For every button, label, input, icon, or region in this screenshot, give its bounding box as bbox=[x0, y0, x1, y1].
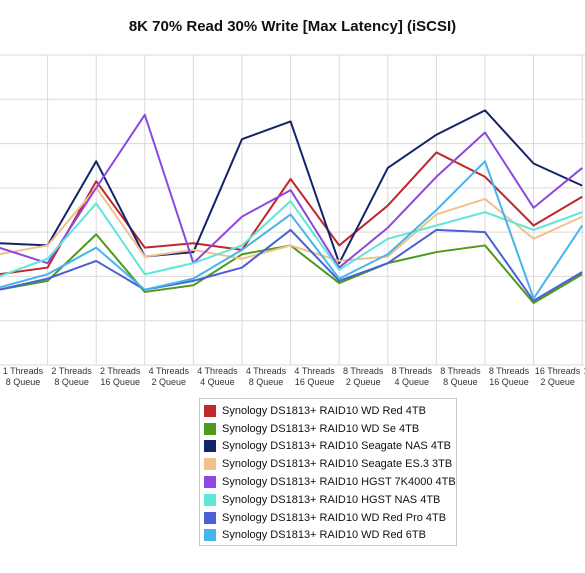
x-tick-label: 8 Queue bbox=[249, 377, 284, 387]
legend-label: Synology DS1813+ RAID10 WD Red Pro 4TB bbox=[222, 511, 447, 524]
x-tick-label: 4 Threads bbox=[149, 366, 190, 376]
x-tick-label: 16 Queue bbox=[100, 377, 140, 387]
series-lines bbox=[0, 109, 584, 304]
x-tick-label: 8 Threads bbox=[489, 366, 530, 376]
x-tick-label: 2 Threads bbox=[100, 366, 141, 376]
legend-swatch bbox=[204, 440, 216, 453]
x-tick-label: 2 Queue bbox=[540, 377, 575, 387]
series-line-5 bbox=[0, 200, 583, 278]
legend-swatch bbox=[204, 422, 216, 435]
legend-label: Synology DS1813+ RAID10 WD Se 4TB bbox=[222, 422, 420, 435]
legend-label: Synology DS1813+ RAID10 WD Red 4TB bbox=[222, 404, 426, 417]
x-tick-label: 8 Queue bbox=[443, 377, 478, 387]
x-tick-label: 2 Queue bbox=[152, 377, 187, 387]
legend-label: Synology DS1813+ RAID10 WD Red 6TB bbox=[222, 529, 426, 542]
legend-swatch bbox=[204, 476, 216, 489]
x-tick-label: 16 Queue bbox=[295, 377, 335, 387]
legend-label: Synology DS1813+ RAID10 HGST NAS 4TB bbox=[222, 493, 441, 506]
series-line-0 bbox=[0, 151, 583, 276]
series-line-4 bbox=[0, 113, 583, 269]
series-line-7 bbox=[0, 160, 584, 300]
legend: Synology DS1813+ RAID10 WD Red 4TB Synolo… bbox=[199, 398, 457, 546]
x-tick-label: 16 Queue bbox=[489, 377, 529, 387]
legend-swatch bbox=[204, 404, 216, 417]
legend-item: Synology DS1813+ RAID10 Seagate ES.3 3TB bbox=[204, 455, 456, 473]
x-tick-label: 4 Threads bbox=[246, 366, 287, 376]
legend-label: Synology DS1813+ RAID10 Seagate ES.3 3TB bbox=[222, 458, 453, 471]
legend-label: Synology DS1813+ RAID10 Seagate NAS 4TB bbox=[222, 440, 451, 453]
x-tick-label: 16 Threads bbox=[535, 366, 581, 376]
x-tick-label: 16 Threads bbox=[584, 366, 585, 376]
x-tick-label: 4 Threads bbox=[294, 366, 335, 376]
legend-item: Synology DS1813+ RAID10 WD Red 4TB bbox=[204, 402, 456, 420]
legend-swatch bbox=[204, 493, 216, 506]
x-tick-label: 1 Threads bbox=[3, 366, 44, 376]
series-line-6 bbox=[0, 228, 583, 302]
x-tick-label: 8 Queue bbox=[54, 377, 89, 387]
x-tick-label: 8 Threads bbox=[343, 366, 384, 376]
legend-item: Synology DS1813+ RAID10 WD Red 6TB bbox=[204, 527, 456, 545]
legend-label: Synology DS1813+ RAID10 HGST 7K4000 4TB bbox=[222, 476, 456, 489]
legend-item: Synology DS1813+ RAID10 WD Se 4TB bbox=[204, 420, 456, 438]
legend-item: Synology DS1813+ RAID10 HGST NAS 4TB bbox=[204, 491, 456, 509]
x-tick-label: 4 Queue bbox=[200, 377, 235, 387]
x-tick-label: 2 Threads bbox=[51, 366, 92, 376]
x-tick-label: 8 Threads bbox=[392, 366, 433, 376]
x-tick-label: 2 Queue bbox=[346, 377, 381, 387]
legend-swatch bbox=[204, 511, 216, 524]
legend-swatch bbox=[204, 529, 216, 542]
chart-title: 8K 70% Read 30% Write [Max Latency] (iSC… bbox=[128, 18, 457, 35]
legend-swatch bbox=[204, 458, 216, 471]
x-tick-label: 4 Threads bbox=[197, 366, 238, 376]
x-tick-label: 8 Threads bbox=[440, 366, 481, 376]
x-tick-label: 8 Queue bbox=[6, 377, 41, 387]
legend-item: Synology DS1813+ RAID10 Seagate NAS 4TB bbox=[204, 438, 456, 456]
legend-item: Synology DS1813+ RAID10 WD Red Pro 4TB bbox=[204, 509, 456, 527]
x-tick-label: 4 Queue bbox=[395, 377, 430, 387]
legend-item: Synology DS1813+ RAID10 HGST 7K4000 4TB bbox=[204, 473, 456, 491]
series-line-2 bbox=[0, 109, 583, 265]
